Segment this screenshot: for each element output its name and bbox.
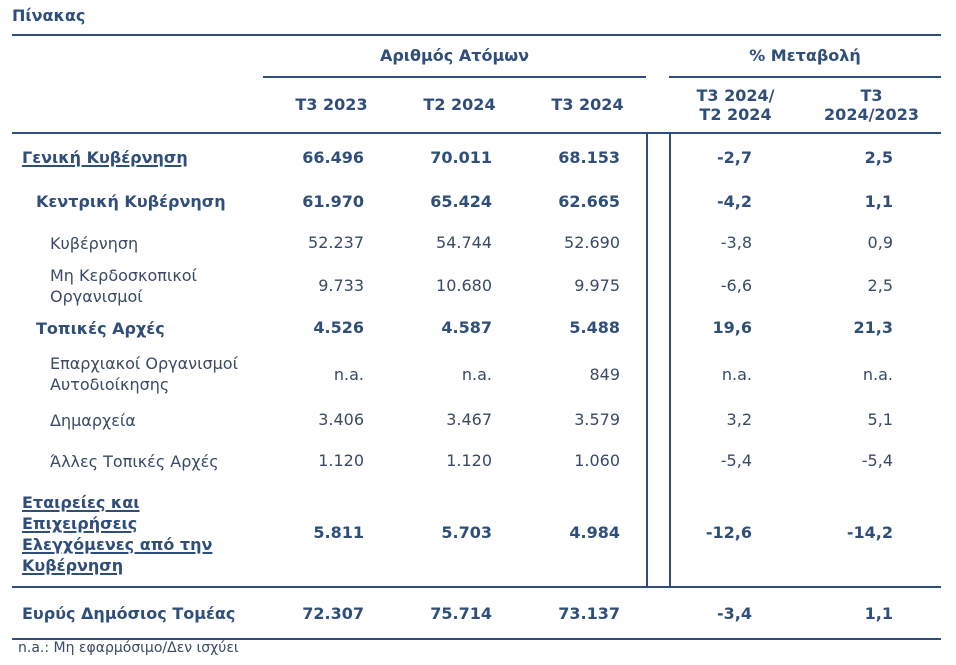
group2-rule [669, 76, 941, 78]
table-cell: 4.984 [569, 523, 620, 542]
table-cell: -6,6 [720, 276, 752, 295]
table-cell: 1.060 [574, 451, 620, 470]
table-cell: 1.120 [446, 451, 492, 470]
row-label: Επαρχιακοί Οργανισμοί Αυτοδιοίκησης [50, 354, 239, 394]
row-label: Δημαρχεία [50, 411, 136, 430]
group-header-count: Αριθμός Ατόμων [379, 46, 530, 65]
total-rule [12, 586, 941, 588]
table-cell: n.a. [721, 365, 752, 384]
row-label: Μη Κερδοσκοπικοί Οργανισμοί [50, 266, 197, 306]
table-cell: 65.424 [430, 192, 492, 211]
header-rule [12, 132, 941, 134]
table-cell: 2,5 [867, 276, 893, 295]
column-header-2: Τ2 2024 [423, 95, 496, 114]
group-header-change: % Μεταβολή [749, 46, 861, 65]
table-cell: 66.496 [302, 148, 364, 167]
table-cell: 1,1 [864, 192, 893, 211]
table-cell: 5.811 [313, 523, 364, 542]
table-cell: n.a. [862, 365, 893, 384]
table-cell: 75.714 [430, 604, 492, 623]
column-header-4: Τ3 2024/ Τ2 2024 [696, 86, 775, 124]
table-cell: 72.307 [302, 604, 364, 623]
table-cell: 0,9 [867, 233, 893, 252]
table-cell: n.a. [333, 365, 364, 384]
column-separator-2 [669, 132, 671, 588]
table-cell: 19,6 [712, 318, 752, 337]
column-header-5: Τ3 2024/2023 [824, 86, 919, 124]
table-cell: 9.733 [318, 276, 364, 295]
footnote: n.a.: Μη εφαρμόσιμο/Δεν ισχύει [18, 640, 239, 656]
row-label: Ευρύς Δημόσιος Τομέας [22, 604, 236, 623]
table-cell: 62.665 [558, 192, 620, 211]
table-cell: 52.690 [564, 233, 620, 252]
table-cell: -3,4 [717, 604, 752, 623]
row-label: Τοπικές Αρχές [36, 319, 165, 338]
table-cell: -5,4 [861, 451, 893, 470]
table-cell: 73.137 [558, 604, 620, 623]
table-cell: 10.680 [436, 276, 492, 295]
bottom-rule [12, 638, 941, 640]
row-label: Κεντρική Κυβέρνηση [36, 192, 226, 211]
table-cell: 70.011 [430, 148, 492, 167]
table-cell: -5,4 [720, 451, 752, 470]
table-cell: 68.153 [558, 148, 620, 167]
table-cell: -14,2 [846, 523, 893, 542]
table-cell: 21,3 [853, 318, 893, 337]
table-cell: 61.970 [302, 192, 364, 211]
top-rule [12, 34, 941, 36]
table-cell: n.a. [461, 365, 492, 384]
table-cell: -12,6 [705, 523, 752, 542]
table-cell: 9.975 [574, 276, 620, 295]
table-cell: -4,2 [717, 192, 752, 211]
table-cell: 5.703 [441, 523, 492, 542]
table-cell: 3.579 [574, 410, 620, 429]
row-label[interactable]: Γενική Κυβέρνηση [22, 148, 188, 167]
table-cell: 5,1 [867, 410, 893, 429]
row-label: Άλλες Τοπικές Αρχές [50, 452, 219, 471]
table-cell: 52.237 [308, 233, 364, 252]
table-cell: -2,7 [717, 148, 752, 167]
group1-rule [263, 76, 646, 78]
column-header-3: Τ3 2024 [551, 95, 624, 114]
table-cell: 3.467 [446, 410, 492, 429]
table-cell: 1.120 [318, 451, 364, 470]
table-cell: -3,8 [720, 233, 752, 252]
table-cell: 1,1 [864, 604, 893, 623]
table-cell: 54.744 [436, 233, 492, 252]
table-cell: 2,5 [864, 148, 893, 167]
table-caption: Πίνακας [12, 6, 86, 25]
table-cell: 5.488 [569, 318, 620, 337]
row-label[interactable]: Εταιρείες και Επιχειρήσεις Ελεγχόμενες α… [22, 493, 213, 575]
column-header-1: Τ3 2023 [295, 95, 368, 114]
table-cell: 3,2 [726, 410, 752, 429]
table-cell: 4.587 [441, 318, 492, 337]
table-cell: 4.526 [313, 318, 364, 337]
table-cell: 3.406 [318, 410, 364, 429]
column-separator [646, 132, 648, 588]
table-cell: 849 [589, 365, 620, 384]
row-label: Κυβέρνηση [50, 234, 139, 253]
